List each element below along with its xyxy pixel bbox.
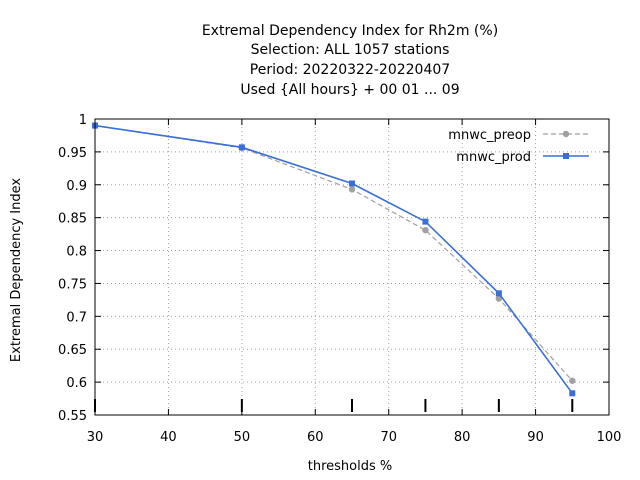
data-point-mnwc_prod [495,290,502,297]
y-tick-label: 0.75 [58,277,87,292]
x-tick-label: 70 [380,430,397,445]
title-line-2: Selection: ALL 1057 stations [251,42,450,58]
y-tick-label: 0.9 [66,179,87,194]
data-point-mnwc_prod [349,180,355,187]
data-point-mnwc_preop [569,377,576,384]
x-tick-label: 80 [454,430,471,445]
legend-marker-mnwc_prod [563,153,569,159]
series-line-mnwc_prod [94,124,573,394]
legend: mnwc_preop mnwc_prod [448,128,589,165]
y-tick-label: 1 [79,113,87,128]
y-tick-label: 0.6 [66,376,87,391]
y-tick-label: 0.8 [66,245,87,260]
data-point-mnwc_prod [422,218,429,225]
legend-label-mnwc_preop: mnwc_preop [448,128,531,143]
legend-marker-mnwc_preop [562,130,570,138]
legend-label-mnwc_prod: mnwc_prod [456,150,531,165]
y-tick-label: 0.85 [58,212,87,227]
y-tick-label: 0.65 [58,343,87,358]
chart-title: Extremal Dependency Index for Rh2m (%) S… [202,23,498,98]
plot-frame [94,118,610,416]
y-axis-label: Extremal Dependency Index [9,178,24,362]
grid [95,119,609,415]
title-line-4: Used {All hours} + 00 01 ... 09 [240,82,459,98]
y-tick-label: 0.55 [58,409,87,424]
x-tick-label: 50 [234,430,251,445]
data-point-mnwc_preop [495,295,503,302]
x-tick-label: 30 [87,430,104,445]
data-point-mnwc_preop [422,226,429,234]
x-tick-label: 40 [160,430,177,445]
title-line-3: Period: 20220322-20220407 [250,62,450,78]
x-tick-label: 60 [307,430,324,445]
x-axis-label: thresholds % [308,459,392,474]
x-tick-label: 100 [597,430,622,445]
data-point-mnwc_prod [569,390,576,397]
y-tick-label: 0.7 [66,310,87,325]
data-point-mnwc_preop [348,186,356,193]
y-tick-label: 0.95 [58,146,87,161]
title-line-1: Extremal Dependency Index for Rh2m (%) [202,23,498,39]
x-tick-label: 90 [527,430,544,445]
data-point-mnwc_prod [238,144,245,151]
axis-ticks: 0.55 0.6 0.65 0.7 0.75 0.8 0.85 0.9 0.95 1 30 40 50 6… [58,113,621,445]
